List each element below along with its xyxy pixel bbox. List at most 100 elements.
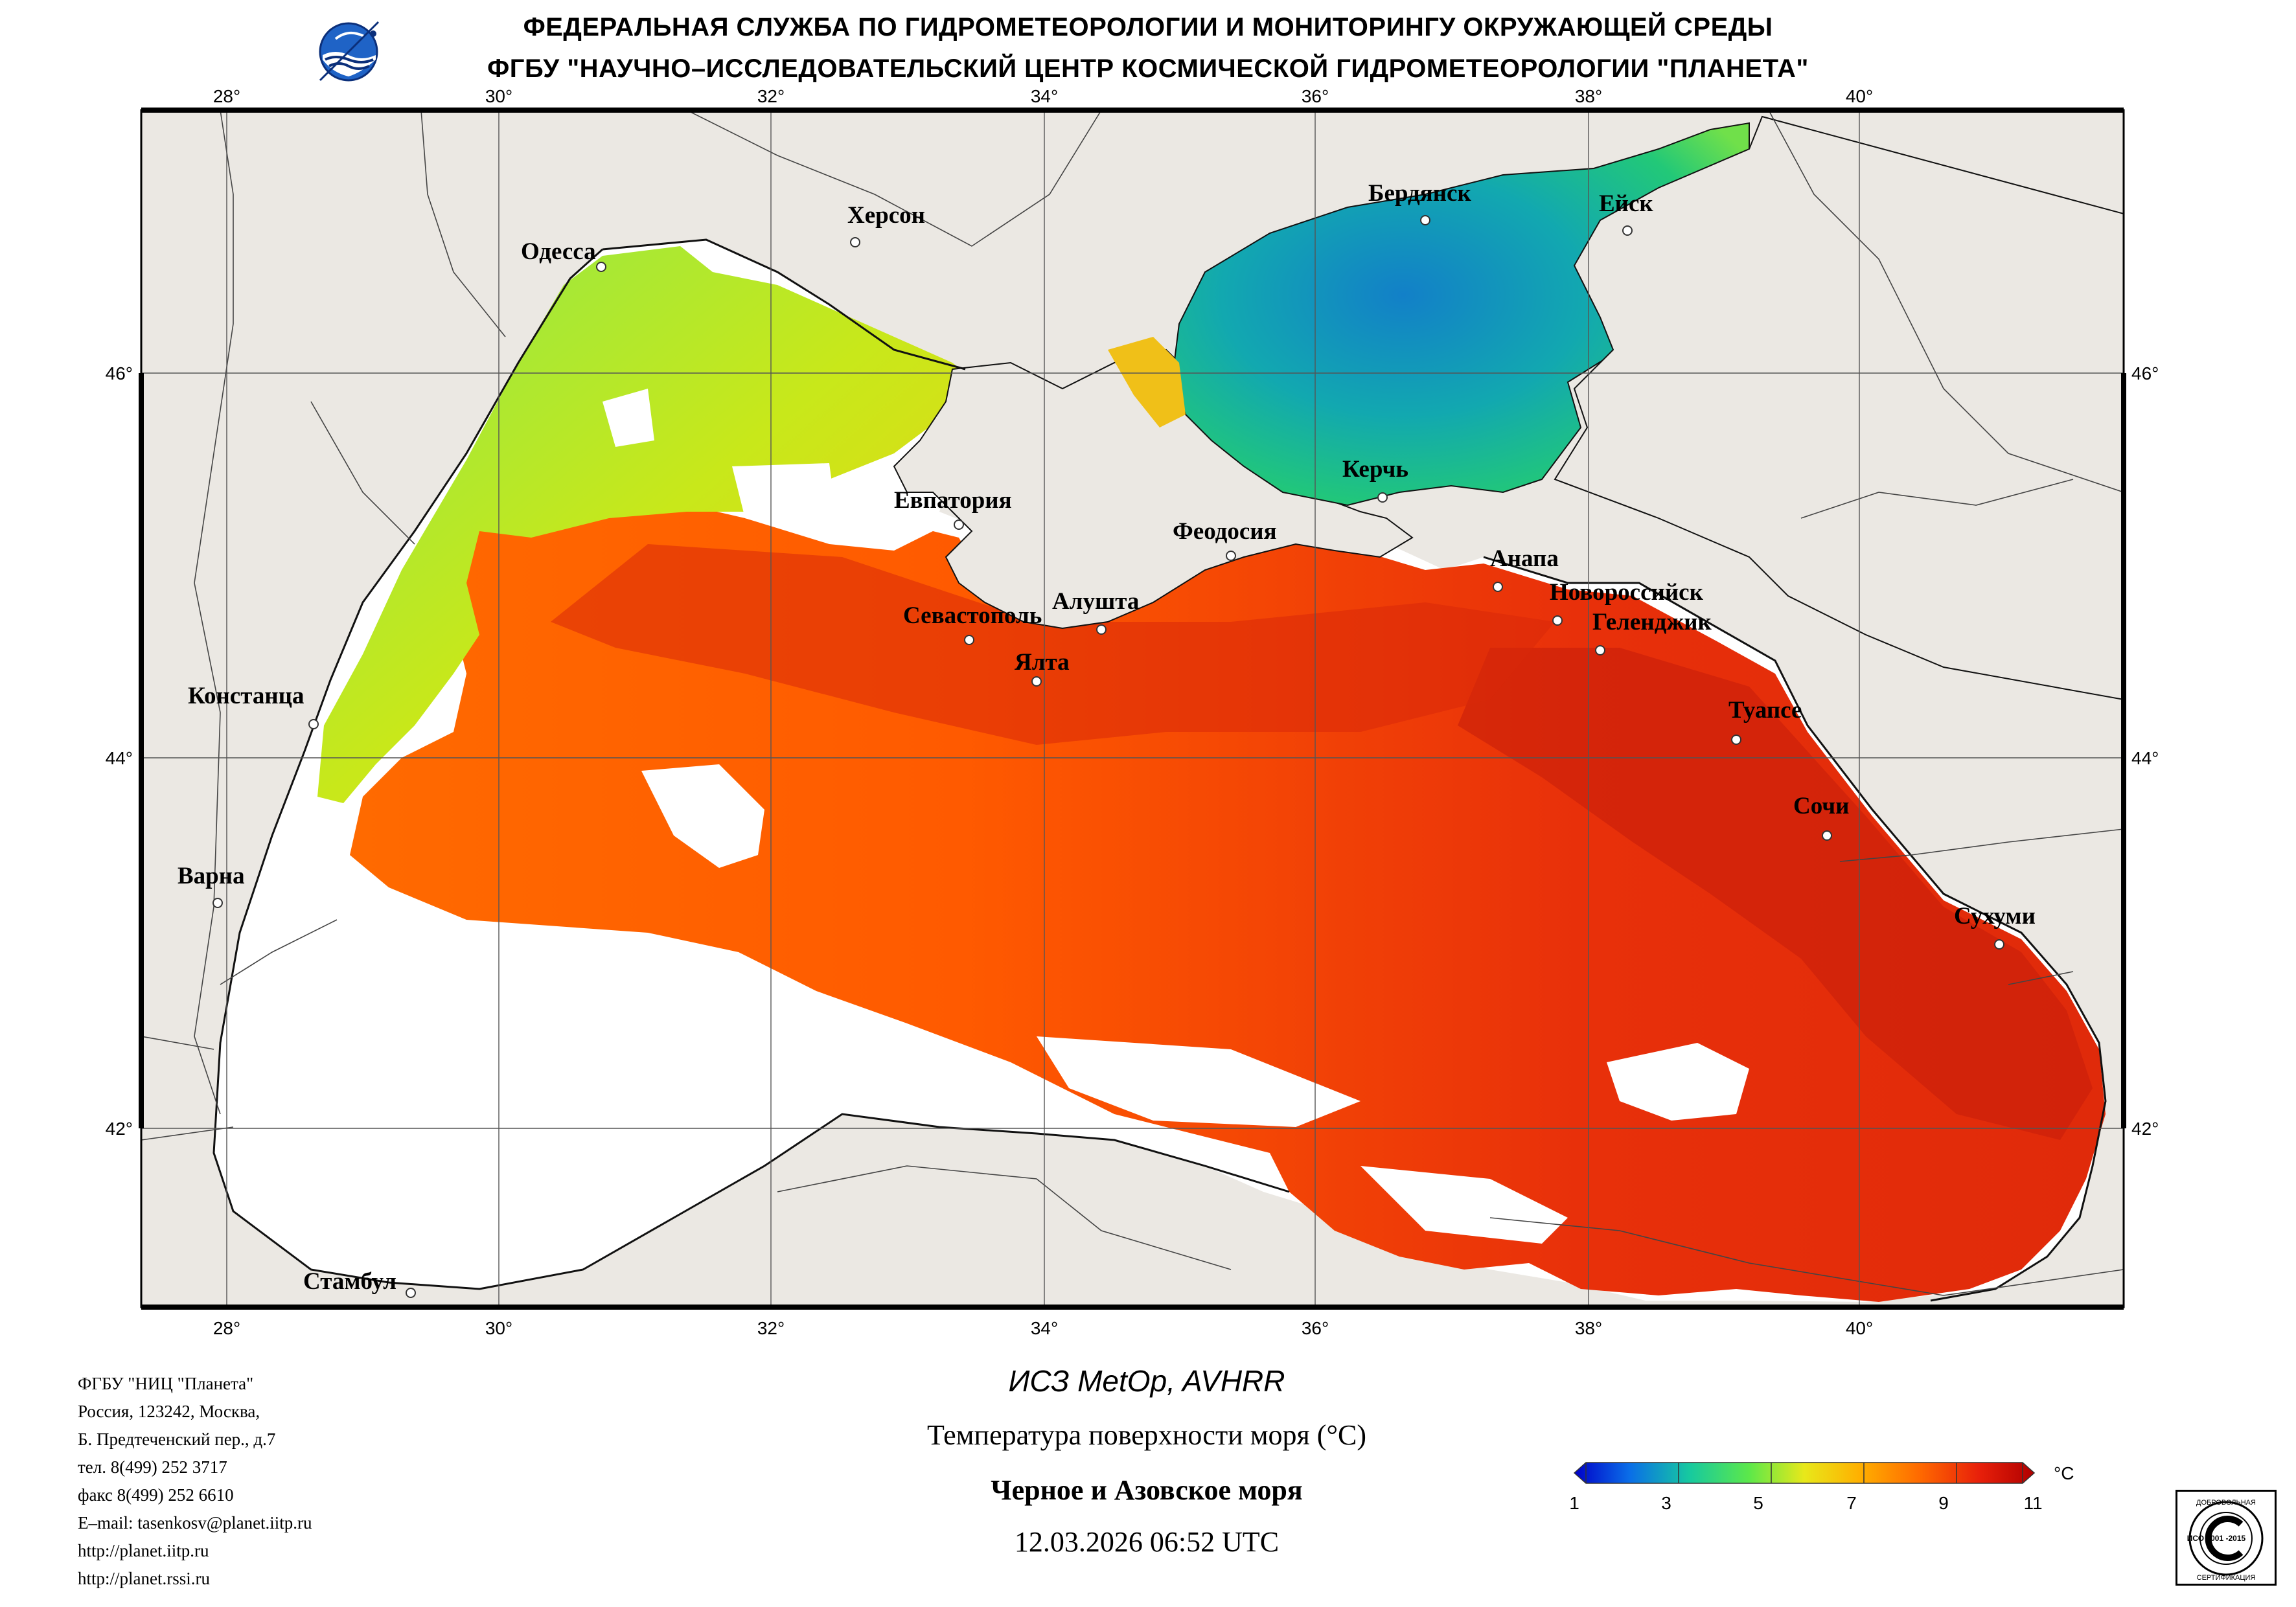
city-label-gelendzhik: Геленджик bbox=[1592, 609, 1712, 635]
city-label-anapa: Анапа bbox=[1490, 545, 1559, 572]
organization-url1[interactable]: http://planet.iitp.ru bbox=[78, 1541, 209, 1560]
city-marker-kherson bbox=[850, 237, 860, 247]
city-label-odessa: Одесса bbox=[521, 238, 596, 265]
city-marker-anapa bbox=[1493, 582, 1503, 592]
organization-address-line2: Б. Предтеченский пер., д.7 bbox=[78, 1430, 276, 1449]
colorbar-tick-label: 9 bbox=[1938, 1493, 1949, 1513]
city-label-novorossiysk: Новороссийск bbox=[1550, 579, 1704, 606]
header-title-line2: ФГБУ "НАУЧНО–ИССЛЕДОВАТЕЛЬСКИЙ ЦЕНТР КОС… bbox=[487, 54, 1809, 83]
city-marker-berdyansk bbox=[1420, 215, 1430, 225]
city-marker-feodosia bbox=[1226, 551, 1236, 561]
city-marker-alushta bbox=[1096, 624, 1107, 635]
colorbar-tick-label: 1 bbox=[1569, 1493, 1579, 1513]
city-marker-novorossiysk bbox=[1552, 615, 1563, 626]
city-marker-sochi bbox=[1822, 830, 1832, 841]
city-label-yalta: Ялта bbox=[1015, 649, 1070, 676]
lon-label-top: 40° bbox=[1846, 86, 1873, 106]
country-borders bbox=[141, 110, 2124, 1296]
header-title-line1: ФЕДЕРАЛЬНАЯ СЛУЖБА ПО ГИДРОМЕТЕОРОЛОГИИ … bbox=[523, 13, 1773, 41]
lat-label-right: 46° bbox=[2131, 363, 2159, 383]
city-label-berdyansk: Бердянск bbox=[1368, 180, 1471, 207]
cloud-gap-3 bbox=[1037, 1036, 1360, 1127]
lon-label-bottom: 30° bbox=[485, 1318, 512, 1338]
colorbar: 1 3 5 7 9 11 °C bbox=[1569, 1462, 2074, 1513]
colorbar-tick-label: 7 bbox=[1846, 1493, 1857, 1513]
cloud-gap-2 bbox=[1607, 1043, 1749, 1121]
cloud-gap-1 bbox=[641, 764, 764, 868]
organization-fax: факс 8(499) 252 6610 bbox=[78, 1485, 234, 1505]
city-marker-tuapse bbox=[1731, 735, 1741, 745]
city-label-istanbul: Стамбул bbox=[303, 1268, 396, 1295]
satellite-label: ИСЗ MetOp, AVHRR bbox=[1008, 1364, 1285, 1398]
city-marker-yalta bbox=[1031, 676, 1042, 687]
lon-label-top: 30° bbox=[485, 86, 512, 106]
organization-info: ФГБУ "НИЦ "Планета" Россия, 123242, Моск… bbox=[78, 1370, 312, 1593]
nw-shelf-sst bbox=[317, 246, 985, 803]
city-marker-varna bbox=[212, 898, 223, 908]
datetime-label: 12.03.2026 06:52 UTC bbox=[1014, 1526, 1280, 1558]
city-marker-sukhumi bbox=[1994, 939, 2004, 950]
cert-text-bottom: СЕРТИФИКАЦИЯ bbox=[2197, 1574, 2256, 1582]
colorbar-unit: °C bbox=[2054, 1463, 2074, 1483]
colorbar-bar bbox=[1573, 1462, 2036, 1484]
city-marker-sevastopol bbox=[964, 635, 974, 645]
lon-label-bottom: 40° bbox=[1846, 1318, 1873, 1338]
city-label-kherson: Херсон bbox=[847, 202, 925, 229]
city-label-alushta: Алушта bbox=[1052, 588, 1139, 615]
cloud-gap-4 bbox=[1360, 1166, 1568, 1244]
city-label-kerch: Керчь bbox=[1342, 456, 1408, 483]
lon-label-bottom: 38° bbox=[1575, 1318, 1602, 1338]
organization-email[interactable]: E–mail: tasenkosv@planet.iitp.ru bbox=[78, 1513, 312, 1533]
city-marker-kerch bbox=[1377, 492, 1388, 503]
city-marker-constanta bbox=[308, 719, 319, 729]
lon-label-top: 34° bbox=[1031, 86, 1058, 106]
city-label-yevpatoria: Евпатория bbox=[894, 487, 1012, 514]
organization-url2[interactable]: http://planet.rssi.ru bbox=[78, 1569, 210, 1588]
lon-label-bottom: 34° bbox=[1031, 1318, 1058, 1338]
lon-label-top: 28° bbox=[213, 86, 240, 106]
city-label-constanta: Констанца bbox=[188, 683, 304, 709]
lon-label-top: 38° bbox=[1575, 86, 1602, 106]
city-label-tuapse: Туапсе bbox=[1728, 697, 1802, 724]
lon-label-bottom: 36° bbox=[1302, 1318, 1329, 1338]
frame-ticks bbox=[139, 108, 2126, 1310]
lat-label-right: 42° bbox=[2131, 1119, 2159, 1139]
region-label: Черное и Азовское моря bbox=[991, 1474, 1303, 1506]
city-marker-gelendzhik bbox=[1595, 645, 1605, 655]
lat-label-right: 44° bbox=[2131, 748, 2159, 768]
cert-text-mid: ИСО 9001 -2015 bbox=[2187, 1534, 2246, 1543]
colorbar-tick-label: 5 bbox=[1753, 1493, 1763, 1513]
parameter-label: Температура поверхности моря (°C) bbox=[926, 1419, 1367, 1451]
sst-warm-band bbox=[551, 544, 1555, 745]
cert-text-top: ДОБРОВОЛЬНАЯ bbox=[2196, 1499, 2256, 1507]
lon-label-bottom: 32° bbox=[757, 1318, 785, 1338]
black-sea-coastline bbox=[212, 238, 2107, 1302]
lat-label-left: 42° bbox=[106, 1119, 133, 1139]
city-label-feodosia: Феодосия bbox=[1173, 518, 1277, 545]
organization-phone: тел. 8(499) 252 3717 bbox=[78, 1457, 227, 1477]
planeta-globe-logo-icon bbox=[316, 19, 385, 84]
colorbar-tick-label: 3 bbox=[1661, 1493, 1671, 1513]
city-marker-yeysk bbox=[1622, 225, 1633, 236]
city-label-yeysk: Ейск bbox=[1599, 190, 1653, 217]
city-label-sochi: Сочи bbox=[1793, 793, 1849, 819]
north-coast-land bbox=[141, 110, 2124, 701]
city-marker-yevpatoria bbox=[954, 519, 964, 530]
sivash-sst bbox=[1108, 337, 1186, 427]
nw-cloud-gap-2 bbox=[603, 389, 654, 447]
organization-address-line1: Россия, 123242, Москва, bbox=[78, 1402, 260, 1421]
city-marker-odessa bbox=[596, 262, 606, 272]
lat-label-left: 46° bbox=[106, 363, 133, 383]
organization-name: ФГБУ "НИЦ "Планета" bbox=[78, 1374, 254, 1393]
city-label-sukhumi: Сухуми bbox=[1954, 903, 2036, 929]
lat-label-left: 44° bbox=[106, 748, 133, 768]
lon-label-top: 36° bbox=[1302, 86, 1329, 106]
city-label-sevastopol: Севастополь bbox=[903, 602, 1042, 629]
colorbar-tick-label: 11 bbox=[2023, 1493, 2042, 1513]
lon-label-bottom: 28° bbox=[213, 1318, 240, 1338]
nw-cloud-gap bbox=[732, 463, 836, 531]
sst-warm-core bbox=[1458, 648, 2093, 1140]
city-label-varna: Варна bbox=[178, 863, 245, 889]
city-marker-istanbul bbox=[406, 1288, 416, 1298]
